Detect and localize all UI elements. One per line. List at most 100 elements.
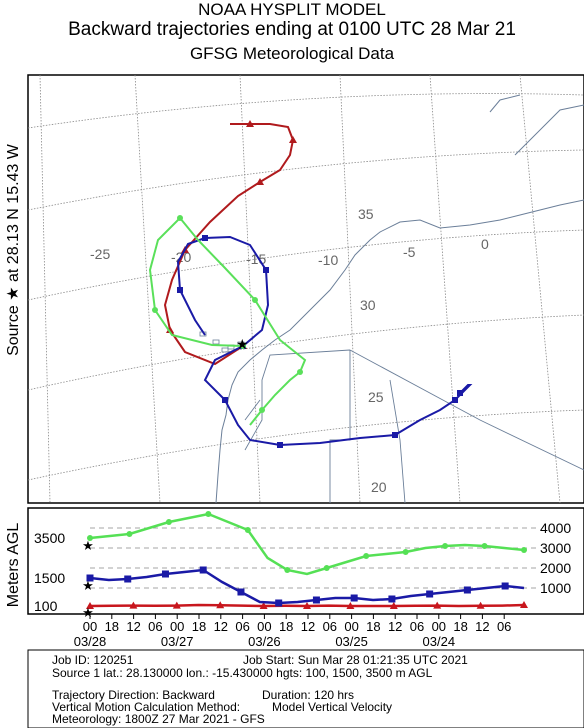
- vertical-motion: Vertical Motion Calculation Method:: [52, 700, 241, 714]
- profile-frame: [27, 507, 584, 615]
- hour-tick-label: 06: [497, 619, 511, 634]
- island: [221, 347, 229, 353]
- date-tick-label: 03/26: [248, 634, 281, 649]
- right-height-label: 3000: [540, 540, 571, 556]
- date-tick-label: 03/25: [335, 634, 368, 649]
- hour-tick-label: 18: [453, 619, 467, 634]
- hour-tick-label: 18: [366, 619, 380, 634]
- lat-label: 20: [371, 479, 387, 495]
- series-point-100: [86, 602, 94, 609]
- series-point-1500: [312, 596, 320, 604]
- red-trajectory-marker: [166, 326, 174, 333]
- lat-label-bg: [356, 206, 380, 222]
- blue-trajectory-south-path: [203, 345, 473, 447]
- series-point-1500: [426, 590, 434, 598]
- source-star-profile: ★: [82, 578, 94, 593]
- lon-label: -25: [90, 246, 110, 262]
- blue-trajectory-south-marker: [452, 397, 458, 403]
- date-tick-label: 03/28: [74, 634, 107, 649]
- red-trajectory-marker: [289, 136, 297, 143]
- country-border-2: [244, 379, 406, 504]
- source-star-map: ★: [236, 336, 249, 352]
- meteorology: Meteorology: 1800Z 27 Mar 2021 - GFS: [52, 712, 265, 726]
- green-trajectory-marker: [297, 369, 303, 375]
- series-point-100: [216, 601, 225, 609]
- series-point-100: [346, 602, 355, 609]
- source-info: Source 1 lat.: 28.130000 lon.: -15.43000…: [52, 666, 433, 680]
- lat-label: 25: [368, 389, 384, 405]
- series-point-3500: [205, 511, 212, 517]
- series-point-100: [129, 601, 138, 609]
- date-tick-label: 03/27: [161, 634, 194, 649]
- series-point-3500: [244, 527, 251, 533]
- series-point-1500: [124, 575, 132, 583]
- lon-gridline: [39, 74, 51, 504]
- red-trajectory-marker: [246, 120, 254, 127]
- lat-gridline: [27, 409, 584, 481]
- green-trajectory-marker: [240, 343, 246, 349]
- lat-label-bg: [366, 389, 390, 405]
- lat-label-bg: [369, 479, 393, 495]
- hour-tick-label: 00: [257, 619, 271, 634]
- series-point-1500: [275, 599, 283, 607]
- series-point-3500: [442, 543, 449, 549]
- series-point-1500: [388, 595, 396, 603]
- lon-gridline: [429, 74, 461, 504]
- duration: Duration: 120 hrs: [262, 688, 355, 702]
- right-height-label: 2000: [540, 560, 571, 576]
- hour-tick-label: 12: [214, 619, 228, 634]
- lat-label: 35: [358, 206, 374, 222]
- source-star-profile: ★: [82, 538, 94, 553]
- series-point-1500: [463, 586, 471, 594]
- series-point-3500: [165, 519, 172, 525]
- chart-title-line3: GFSG Meteorological Data: [189, 44, 395, 63]
- green-trajectory-marker: [177, 215, 183, 221]
- blue-trajectory-loop-path: [176, 235, 270, 347]
- green-trajectory-marker: [259, 407, 265, 413]
- series-point-1500: [237, 588, 245, 596]
- series-line-3500: [89, 512, 525, 576]
- series-point-3500: [323, 565, 330, 571]
- vertical-motion-value: Model Vertical Velocity: [272, 700, 393, 714]
- hour-tick-label: 12: [475, 619, 489, 634]
- series-point-1500: [161, 570, 169, 578]
- lat-gridline: [27, 314, 584, 391]
- blue-trajectory-south-marker: [457, 390, 463, 396]
- lat-label-bg: [358, 297, 382, 313]
- series-point-100: [303, 602, 311, 609]
- series-point-100: [433, 601, 442, 609]
- series-point-3500: [284, 567, 291, 573]
- series-point-100: [476, 601, 485, 609]
- lon-gridline: [239, 74, 261, 504]
- country-border: [244, 349, 584, 503]
- date-tick-label: 03/24: [423, 634, 456, 649]
- lon-gridline: [134, 74, 161, 504]
- hour-tick-label: 12: [126, 619, 140, 634]
- lon-gridline: [339, 74, 361, 504]
- series-point-3500: [481, 543, 488, 549]
- blue-trajectory-south-marker: [222, 397, 228, 403]
- hour-tick-label: 06: [235, 619, 249, 634]
- blue-trajectory-loop-marker: [263, 267, 269, 273]
- trajectory-direction: Trajectory Direction: Backward: [52, 688, 215, 702]
- series-point-3500: [363, 553, 370, 559]
- hour-tick-label: 18: [192, 619, 206, 634]
- blue-trajectory-south-marker: [392, 432, 398, 438]
- hour-tick-label: 06: [323, 619, 337, 634]
- lon-gridline: [519, 74, 561, 504]
- job-id: Job ID: 120251: [52, 653, 134, 667]
- coastline-north: [489, 94, 584, 156]
- right-height-label: 1000: [540, 580, 571, 596]
- hour-tick-label: 12: [301, 619, 315, 634]
- blue-trajectory-south-marker: [277, 442, 283, 448]
- series-point-1500: [501, 582, 509, 590]
- hour-tick-label: 06: [148, 619, 162, 634]
- map-frame: [27, 74, 584, 504]
- job-start: Job Start: Sun Mar 28 01:21:35 UTC 2021: [243, 653, 468, 667]
- island: [212, 339, 220, 345]
- series-point-3500: [402, 549, 409, 555]
- info-frame: [27, 649, 584, 728]
- series-point-1500: [86, 574, 94, 582]
- lon-label: -10: [318, 252, 338, 268]
